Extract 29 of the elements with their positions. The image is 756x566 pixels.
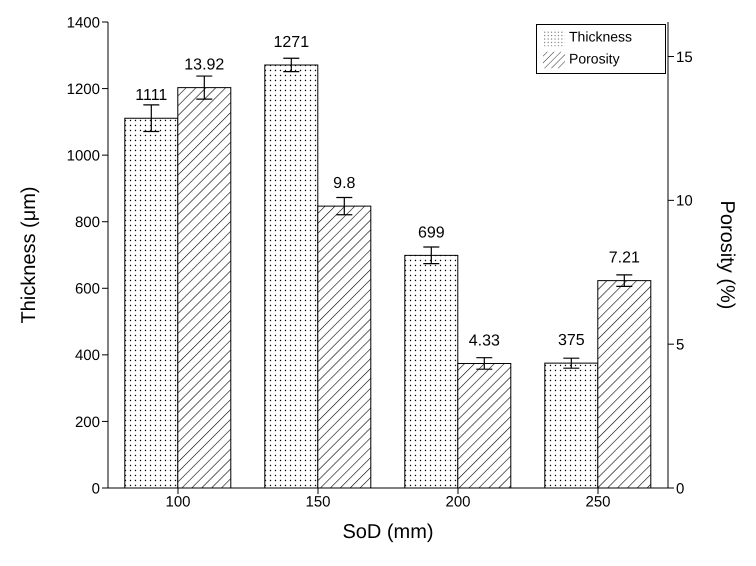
y2-tick-label: 10 [676, 192, 693, 210]
y2-tick-label: 0 [676, 480, 684, 498]
data-label: 699 [418, 224, 445, 242]
data-label: 4.33 [468, 332, 500, 350]
x-tick-label: 150 [305, 494, 331, 511]
y2-tick-label: 5 [676, 336, 684, 354]
y-tick-label: 800 [74, 214, 100, 232]
y-tick-label: 1400 [66, 14, 100, 32]
y-tick-label: 1000 [66, 147, 100, 164]
data-label: 1111 [135, 87, 168, 104]
x-tick-label: 100 [165, 494, 191, 511]
y2-tick-label: 15 [676, 48, 693, 66]
y-tick-label: 1200 [66, 80, 100, 98]
y-tick-label: 600 [74, 280, 100, 298]
y-tick-label: 200 [74, 414, 100, 431]
y2-axis-title: Porosity (%) [716, 200, 738, 310]
data-label: 1271 [274, 34, 310, 51]
y-axis-title: Thickness (μm) [18, 186, 40, 324]
data-label: 375 [558, 332, 585, 350]
y-tick-label: 0 [92, 480, 100, 498]
x-tick-label: 250 [585, 494, 611, 511]
x-tick-label: 200 [445, 494, 471, 511]
legend-label: Porosity [569, 50, 620, 67]
y-tick-label: 400 [74, 347, 100, 364]
legend-label: Thickness [569, 28, 632, 45]
data-label: 9.8 [333, 175, 356, 192]
data-label: 7.21 [608, 250, 640, 267]
data-label: 13.92 [184, 56, 224, 74]
x-axis-title: SoD (mm) [342, 521, 434, 543]
